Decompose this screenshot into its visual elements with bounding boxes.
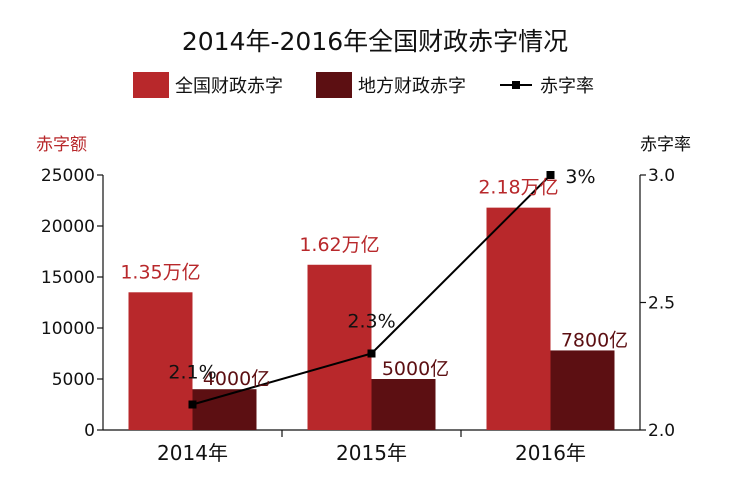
data-label-local: 5000亿 <box>382 358 449 380</box>
legend-label-national: 全国财政赤字 <box>175 76 283 97</box>
bar-national <box>307 264 372 430</box>
y2-tick-label: 2.5 <box>648 294 675 314</box>
data-labels: 1.35万亿 1.62万亿 2.18万亿 4000亿 5000亿 7800亿 2.1% 2.3… <box>120 166 628 390</box>
bars <box>128 207 615 430</box>
bar-local <box>550 350 615 430</box>
y-tick-label: 25000 <box>41 166 95 186</box>
data-label-national: 1.35万亿 <box>120 261 200 283</box>
bar-national <box>486 207 551 430</box>
rate-point <box>546 171 555 179</box>
legend-swatch-national <box>133 72 169 98</box>
legend-swatch-local <box>316 72 352 98</box>
x-tick-label: 2016年 <box>515 441 586 465</box>
legend: 全国财政赤字 地方财政赤字 赤字率 <box>133 72 594 98</box>
data-label-rate: 2.3% <box>347 311 395 333</box>
y-tick-label: 15000 <box>41 268 95 288</box>
legend-label-rate: 赤字率 <box>540 76 594 97</box>
chart-title: 2014年-2016年全国财政赤字情况 <box>182 27 568 56</box>
rate-point <box>188 400 197 409</box>
y-tick-label: 10000 <box>41 319 95 339</box>
y2-tick-label: 2.0 <box>648 421 675 441</box>
bar-local <box>371 379 436 430</box>
rate-point <box>367 349 376 358</box>
data-label-national: 1.62万亿 <box>299 234 379 256</box>
x-axis-ticks: 2014年 2015年 2016年 <box>157 430 586 465</box>
y-tick-label: 20000 <box>41 217 95 237</box>
y-axis-title-right: 赤字率 <box>640 135 691 155</box>
legend-marker-rate <box>512 81 520 89</box>
data-label-national: 2.18万亿 <box>478 177 558 199</box>
legend-label-local: 地方财政赤字 <box>358 76 466 97</box>
x-tick-label: 2014年 <box>157 441 228 465</box>
rate-line <box>188 171 555 409</box>
data-label-rate: 3% <box>565 166 595 188</box>
y-tick-label: 0 <box>84 421 95 441</box>
y-axis-title-left: 赤字额 <box>36 135 87 155</box>
y2-tick-label: 3.0 <box>648 166 675 186</box>
x-tick-label: 2015年 <box>336 441 407 465</box>
data-label-local: 4000亿 <box>203 368 270 390</box>
data-label-local: 7800亿 <box>561 329 628 351</box>
bar-national <box>128 292 193 430</box>
y-axis-right-ticks: 2.0 2.5 3.0 <box>640 166 675 441</box>
data-label-rate: 2.1% <box>168 362 216 384</box>
y-axis-left-ticks: 0 5000 10000 15000 20000 25000 <box>41 166 103 441</box>
y-tick-label: 5000 <box>52 370 95 390</box>
